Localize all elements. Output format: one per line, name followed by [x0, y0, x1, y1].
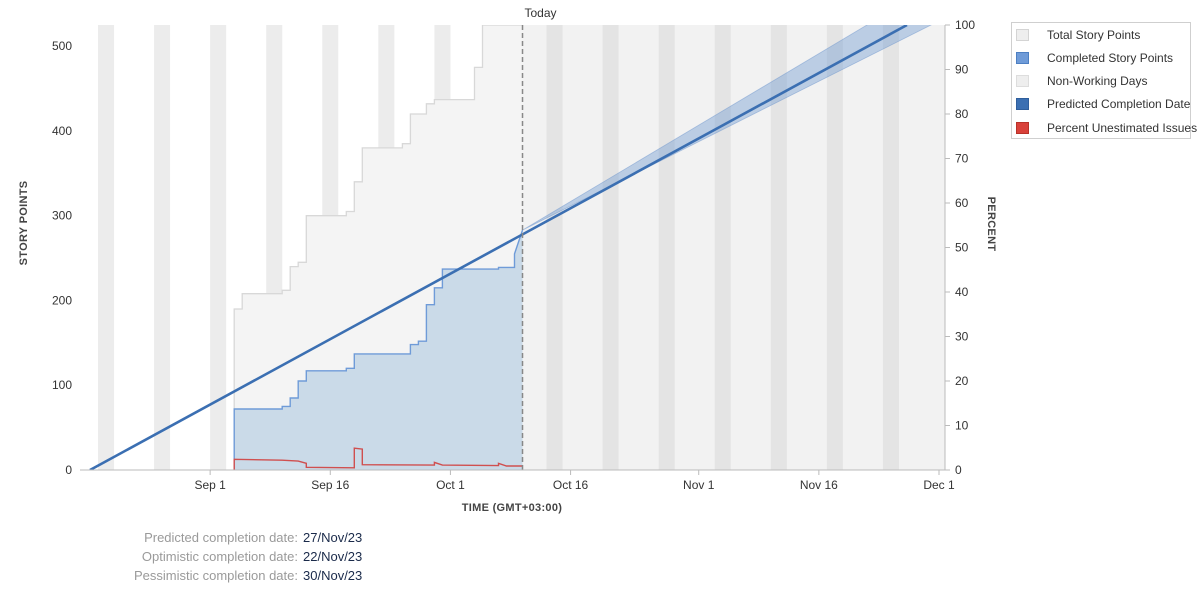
y-tick-label: 400 — [52, 124, 72, 138]
x-tick-label: Oct 16 — [553, 478, 589, 492]
x-tick-label: Oct 1 — [436, 478, 465, 492]
x-tick-label: Sep 1 — [194, 478, 226, 492]
date-label: Pessimistic completion date: — [133, 568, 298, 583]
y2-axis-title: PERCENT — [985, 197, 997, 252]
legend-label: Non-Working Days — [1047, 74, 1148, 88]
non-working-day-stripe — [826, 25, 843, 470]
y2-tick-label: 80 — [955, 107, 969, 121]
y-tick-label: 200 — [52, 293, 72, 307]
legend-item-completed-story-points[interactable]: Completed Story Points — [1016, 49, 1173, 67]
legend-swatch-non-working — [1016, 75, 1029, 87]
non-working-day-stripe — [210, 25, 227, 470]
x-axis-title: TIME (GMT+03:00) — [462, 502, 562, 514]
non-working-day-stripe — [882, 25, 899, 470]
non-working-day-stripe — [154, 25, 171, 470]
y2-tick-label: 100 — [955, 18, 975, 32]
y2-tick-label: 90 — [955, 63, 969, 77]
y2-tick-label: 50 — [955, 241, 969, 255]
date-label: Predicted completion date: — [144, 530, 298, 545]
future-region — [522, 25, 945, 470]
plot-series-group — [89, 25, 932, 470]
non-working-day-stripe — [98, 25, 115, 470]
y-axis-title: STORY POINTS — [18, 181, 30, 266]
legend-swatch-unestimated — [1016, 122, 1029, 134]
y-tick-label: 500 — [52, 39, 72, 53]
pessimistic-completion-row: Pessimistic completion date: 30/Nov/23 — [0, 568, 420, 586]
legend-label: Predicted Completion Date — [1047, 97, 1191, 111]
legend-swatch-completed — [1016, 52, 1029, 64]
date-value: 27/Nov/23 — [303, 530, 363, 545]
non-working-day-stripe — [770, 25, 787, 470]
y2-tick-label: 0 — [955, 463, 962, 477]
completed-story-points-area — [234, 230, 523, 470]
x-tick-label: Dec 1 — [923, 478, 955, 492]
legend-swatch-predicted — [1016, 98, 1029, 110]
x-tick-label: Nov 1 — [683, 478, 715, 492]
percent-unestimated-line — [233, 447, 523, 470]
today-label: Today — [524, 6, 556, 20]
predicted-completion-row: Predicted completion date: 27/Nov/23 — [0, 530, 420, 548]
y2-tick-label: 20 — [955, 374, 969, 388]
y-tick-label: 0 — [65, 463, 72, 477]
y-tick-label: 100 — [52, 378, 72, 392]
legend-item-total-story-points[interactable]: Total Story Points — [1016, 26, 1140, 44]
legend-item-percent-unestimated-issues[interactable]: Percent Unestimated Issues — [1016, 119, 1197, 137]
legend-item-predicted-completion-date[interactable]: Predicted Completion Date — [1016, 95, 1190, 113]
date-label: Optimistic completion date: — [141, 549, 298, 564]
legend-item-non-working-days[interactable]: Non-Working Days — [1016, 72, 1147, 90]
y2-tick-label: 30 — [955, 330, 969, 344]
legend-label: Total Story Points — [1047, 28, 1141, 42]
non-working-day-stripe — [714, 25, 731, 470]
total-story-points-line — [233, 25, 523, 470]
y2-tick-label: 60 — [955, 196, 969, 210]
legend-swatch-total — [1016, 29, 1029, 41]
date-value: 30/Nov/23 — [303, 568, 363, 583]
y2-tick-label: 40 — [955, 285, 969, 299]
non-working-day-stripe — [546, 25, 563, 470]
optimistic-completion-row: Optimistic completion date: 22/Nov/23 — [0, 549, 420, 567]
non-working-day-stripe — [602, 25, 619, 470]
date-value: 22/Nov/23 — [303, 549, 363, 564]
y2-tick-label: 70 — [955, 152, 969, 166]
y-tick-label: 300 — [52, 209, 72, 223]
legend-label: Percent Unestimated Issues — [1047, 121, 1198, 135]
x-tick-label: Nov 16 — [800, 478, 838, 492]
x-tick-label: Sep 16 — [311, 478, 349, 492]
chart-legend: Total Story Points Completed Story Point… — [1011, 22, 1197, 139]
predicted-completion-line — [89, 25, 908, 470]
non-working-day-stripe — [658, 25, 675, 470]
legend-label: Completed Story Points — [1047, 51, 1174, 65]
y2-tick-label: 10 — [955, 419, 969, 433]
